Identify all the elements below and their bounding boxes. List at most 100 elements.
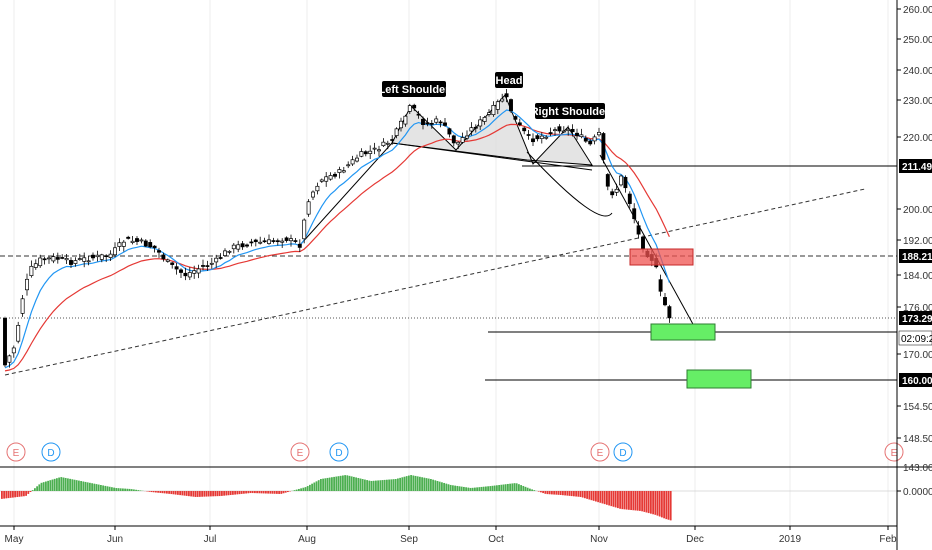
histogram-bar-negative: [150, 491, 153, 493]
histogram-bar-positive: [419, 476, 421, 491]
y-axis-ticks: 260.00 250.00 240.00 230.00 220.00 200.00 192.…: [897, 5, 932, 498]
candle-body: [328, 175, 333, 180]
candle-body: [438, 121, 443, 124]
earnings-badge-icon[interactable]: E: [590, 442, 610, 462]
dividend-badge-icon[interactable]: D: [41, 442, 61, 462]
candle-body: [196, 268, 201, 274]
histogram-bar-positive: [119, 488, 122, 491]
histogram-bar-positive: [339, 475, 342, 491]
earnings-badge-icon[interactable]: E: [290, 442, 310, 462]
earnings-badge-icon[interactable]: E: [6, 442, 26, 462]
candle-body: [394, 128, 399, 136]
histogram-bar-negative: [601, 491, 604, 504]
histogram-bar-positive: [38, 484, 41, 491]
histogram-bar-negative: [575, 491, 577, 497]
head-text: Head: [496, 75, 523, 87]
candle-body: [152, 245, 157, 249]
candle-body: [113, 247, 117, 256]
histogram-bar-positive: [436, 480, 439, 491]
histogram-bar-positive: [500, 484, 503, 491]
x-tick-label: Jun: [107, 534, 123, 545]
histogram-bar-negative: [14, 491, 16, 498]
candle-body: [531, 138, 535, 143]
histogram-bar-negative: [559, 491, 562, 495]
candle-body: [161, 254, 166, 260]
histogram-bar-positive: [502, 484, 505, 491]
histogram-bar-positive: [89, 482, 91, 491]
green-target-box-1[interactable]: [650, 323, 716, 341]
histogram-bar-positive: [414, 475, 417, 491]
candle-body: [306, 201, 311, 215]
histogram-bar-negative: [599, 491, 602, 503]
histogram-bar-positive: [392, 479, 395, 491]
histogram-bar-positive: [73, 479, 76, 491]
countdown-text: 02:09:29: [901, 334, 932, 345]
histogram-bar-negative: [623, 491, 626, 510]
histogram-bar-positive: [474, 487, 476, 491]
histogram-bar-positive: [42, 482, 45, 491]
dividend-badge-icon[interactable]: D: [329, 442, 349, 462]
histogram-bar-negative: [262, 491, 265, 494]
candle-body: [390, 139, 395, 141]
candle-body: [627, 193, 632, 204]
histogram-bar-positive: [496, 485, 498, 491]
histogram-bar-positive: [489, 486, 492, 491]
histogram-bar-positive: [469, 487, 472, 491]
histogram-bar-negative: [610, 491, 613, 507]
x-tick-label: Jul: [204, 534, 217, 545]
y-tick-label: 260.00: [903, 5, 932, 16]
histogram-bar-positive: [458, 486, 461, 491]
histogram-bar-negative: [606, 491, 608, 505]
countdown-label: 02:09:29: [898, 330, 932, 346]
red-zone-box[interactable]: [629, 248, 694, 266]
candle-body: [588, 140, 593, 145]
candle-body: [25, 278, 29, 291]
histogram-bar-negative: [232, 491, 234, 495]
histogram-bar-negative: [168, 491, 170, 494]
candle-body: [267, 239, 271, 244]
histogram-bar-negative: [540, 491, 542, 493]
candle-body: [451, 135, 456, 144]
histogram-bar-negative: [667, 491, 670, 520]
histogram-bar-positive: [344, 475, 346, 491]
histogram-bar-positive: [443, 482, 445, 491]
histogram-bar-negative: [271, 491, 274, 494]
earnings-badge-icon[interactable]: E: [884, 442, 904, 462]
dividend-badge-icon[interactable]: D: [613, 442, 633, 462]
x-tick-label: Oct: [488, 534, 504, 545]
histogram-bar-negative: [254, 491, 256, 494]
histogram-bar-negative: [23, 491, 25, 497]
histogram-bar-negative: [652, 491, 654, 515]
badge-letter: D: [47, 448, 54, 459]
histogram-bar-negative: [223, 491, 225, 496]
y-tick-label: 170.00: [903, 350, 932, 361]
y-tick-label: 230.00: [903, 96, 932, 107]
histogram-bar-negative: [546, 491, 549, 495]
histogram-bar-positive: [306, 486, 309, 491]
histogram-bar-positive: [416, 476, 419, 491]
histogram-bar-positive: [449, 484, 452, 491]
candle-body: [130, 240, 135, 243]
histogram-bar-positive: [445, 483, 448, 491]
green-target-box-2[interactable]: [686, 369, 752, 389]
candle-body: [297, 243, 302, 248]
candle-body: [302, 219, 307, 240]
histogram-bar-positive: [346, 475, 349, 491]
y-tick-label: 143.00: [903, 463, 932, 474]
histogram-bar-positive: [394, 479, 397, 491]
neckline: [391, 142, 593, 171]
candle-body: [500, 98, 505, 102]
target-price-label: 160.00: [899, 373, 932, 387]
histogram-bar-negative: [5, 491, 8, 499]
histogram-bar-positive: [51, 479, 54, 491]
histogram-bar-positive: [485, 486, 487, 491]
histogram-bar-positive: [425, 478, 428, 491]
histogram-bar-negative: [210, 491, 212, 497]
histogram-bar-negative: [555, 491, 558, 495]
histogram-bar-positive: [133, 489, 135, 491]
histogram-bar-positive: [370, 480, 373, 491]
candle-body: [579, 134, 584, 138]
histogram-bar-positive: [397, 478, 399, 491]
head-label: Head: [495, 72, 523, 88]
